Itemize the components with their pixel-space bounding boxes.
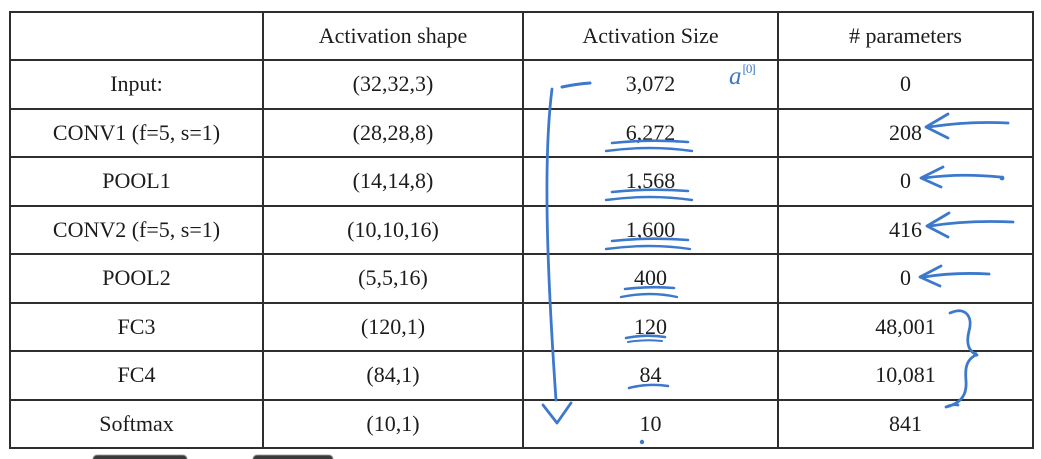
table-row: POOL2 (5,5,16) 400 0 [9,253,1034,304]
activation-shape: (28,28,8) [262,107,524,158]
layer-label: FC3 [9,301,264,352]
activation-size: 6,272 [522,107,779,158]
table-row: Softmax (10,1) 10 841 [9,398,1034,449]
activation-shape: (32,32,3) [262,59,524,110]
activation-size: 400 [522,253,779,304]
table-body: Input: (32,32,3) 3,072 0 CONV1 (f=5, s=1… [9,59,1034,449]
num-parameters: 48,001 [777,301,1034,352]
activation-shape: (10,10,16) [262,204,524,255]
activation-shape: (14,14,8) [262,156,524,207]
activation-size: 3,072 [522,59,779,110]
layer-label: Softmax [9,398,264,449]
layer-size-table: Activation shape Activation Size # param… [9,11,1034,449]
num-parameters: 0 [777,253,1034,304]
header-row: Activation shape Activation Size # param… [9,11,1034,61]
table-header: Activation shape Activation Size # param… [9,11,1034,61]
activation-shape: (5,5,16) [262,253,524,304]
activation-size: 120 [522,301,779,352]
layer-label: POOL2 [9,253,264,304]
bottom-edge-smudge [93,455,187,459]
activation-size: 84 [522,350,779,401]
table-row: CONV1 (f=5, s=1) (28,28,8) 6,272 208 [9,107,1034,158]
num-parameters: 10,081 [777,350,1034,401]
table-row: CONV2 (f=5, s=1) (10,10,16) 1,600 416 [9,204,1034,255]
layer-label: POOL1 [9,156,264,207]
activation-size: 10 [522,398,779,449]
num-parameters: 0 [777,59,1034,110]
header-activation-size: Activation Size [522,11,779,61]
num-parameters: 208 [777,107,1034,158]
num-parameters: 841 [777,398,1034,449]
header-num-parameters: # parameters [777,11,1034,61]
activation-shape: (10,1) [262,398,524,449]
activation-shape: (120,1) [262,301,524,352]
header-activation-shape: Activation shape [262,11,524,61]
table-row: POOL1 (14,14,8) 1,568 0 [9,156,1034,207]
table-row: FC3 (120,1) 120 48,001 [9,301,1034,352]
activation-size: 1,600 [522,204,779,255]
activation-size: 1,568 [522,156,779,207]
table-row: Input: (32,32,3) 3,072 0 [9,59,1034,110]
num-parameters: 0 [777,156,1034,207]
layer-label: CONV2 (f=5, s=1) [9,204,264,255]
num-parameters: 416 [777,204,1034,255]
layer-label: CONV1 (f=5, s=1) [9,107,264,158]
bottom-edge-smudge [253,455,333,459]
header-empty [9,11,264,61]
layer-label: Input: [9,59,264,110]
activation-shape: (84,1) [262,350,524,401]
layer-label: FC4 [9,350,264,401]
table-row: FC4 (84,1) 84 10,081 [9,350,1034,401]
